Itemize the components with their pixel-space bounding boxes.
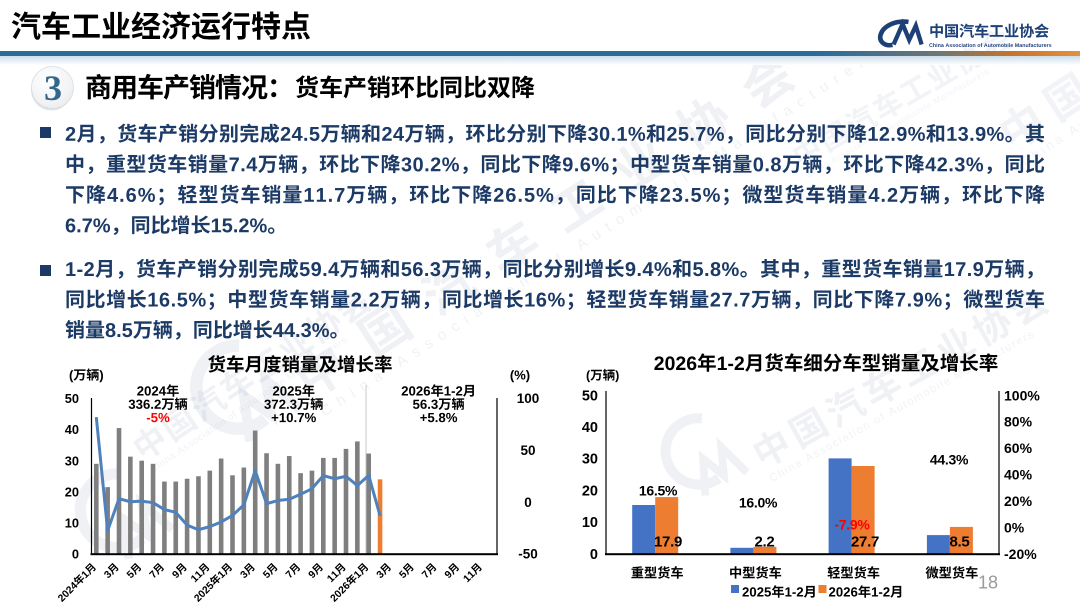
svg-text:40: 40 (65, 422, 79, 437)
svg-text:100%: 100% (1004, 387, 1040, 403)
svg-text:3: 3 (44, 68, 62, 108)
svg-text:30: 30 (65, 453, 79, 468)
svg-text:20: 20 (582, 483, 598, 499)
svg-text:0: 0 (590, 547, 598, 563)
svg-text:20: 20 (65, 484, 79, 499)
svg-text:40: 40 (582, 420, 598, 436)
svg-text:2.2: 2.2 (755, 534, 775, 551)
svg-text:20%: 20% (1004, 493, 1033, 509)
svg-text:80%: 80% (1004, 414, 1033, 430)
svg-text:44.3%: 44.3% (930, 452, 969, 468)
svg-text:40%: 40% (1004, 467, 1033, 483)
svg-text:18: 18 (978, 573, 998, 593)
svg-text:50: 50 (65, 391, 79, 406)
svg-text:-20%: -20% (1004, 546, 1037, 562)
svg-text:-50: -50 (518, 547, 538, 562)
svg-text:16.0%: 16.0% (739, 495, 778, 511)
svg-text:50: 50 (582, 388, 598, 404)
svg-text:27.7: 27.7 (851, 534, 879, 551)
svg-text:-7.9%: -7.9% (834, 517, 870, 533)
svg-text:60%: 60% (1004, 440, 1033, 456)
svg-text:8.5: 8.5 (950, 534, 970, 551)
svg-text:50: 50 (520, 443, 535, 458)
svg-text:10: 10 (582, 515, 598, 531)
svg-text:0%: 0% (1004, 519, 1025, 535)
svg-text:30: 30 (582, 452, 598, 468)
svg-text:0: 0 (524, 495, 532, 510)
svg-text:17.9: 17.9 (654, 534, 682, 551)
svg-text:0: 0 (72, 547, 79, 562)
svg-text:16.5%: 16.5% (639, 483, 678, 499)
svg-text:100: 100 (517, 391, 540, 406)
svg-text:10: 10 (65, 516, 79, 531)
